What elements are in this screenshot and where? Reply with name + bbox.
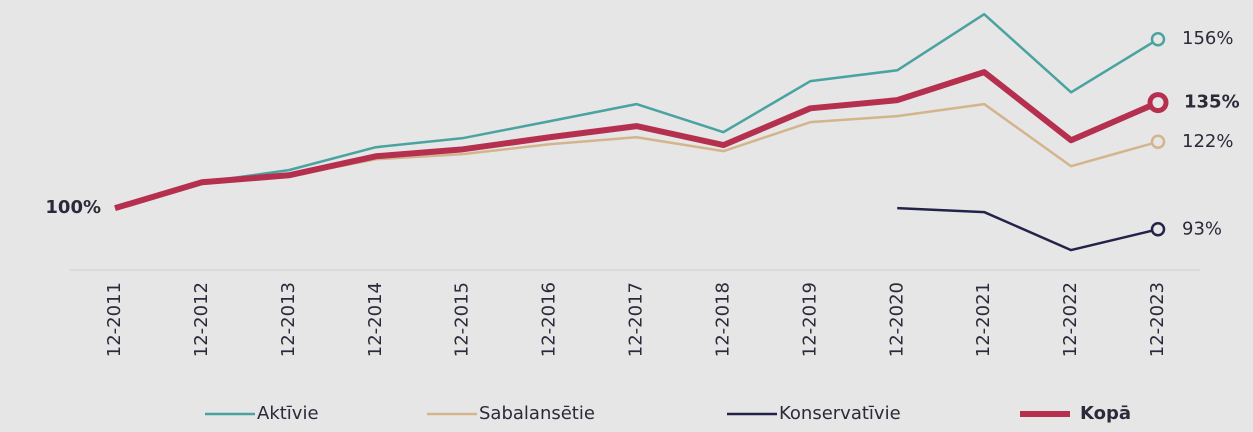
end-marker bbox=[1147, 92, 1169, 114]
value-label: 135% bbox=[1184, 92, 1240, 113]
end-marker bbox=[1150, 134, 1166, 150]
x-tick-label: 12-2014 bbox=[365, 282, 386, 357]
series-line bbox=[114, 102, 1159, 210]
legend-label: Aktīvie bbox=[257, 403, 319, 424]
x-tick-label: 12-2016 bbox=[539, 282, 560, 357]
x-tick-label: 12-2018 bbox=[712, 282, 733, 357]
x-tick-label: 12-2019 bbox=[799, 282, 820, 357]
x-tick-label: 12-2017 bbox=[626, 282, 647, 357]
x-tick-label: 12-2022 bbox=[1060, 282, 1081, 357]
x-tick-label: 12-2011 bbox=[104, 282, 125, 357]
legend-label: Sabalansētie bbox=[479, 403, 595, 424]
series-line bbox=[897, 206, 1159, 252]
x-tick-label: 12-2015 bbox=[452, 282, 473, 357]
value-label: 122% bbox=[1182, 131, 1233, 152]
x-tick-label: 12-2021 bbox=[973, 282, 994, 357]
total-line bbox=[114, 69, 1160, 212]
series-line bbox=[114, 12, 1159, 210]
x-tick-label: 12-2023 bbox=[1147, 282, 1168, 357]
value-label: 156% bbox=[1182, 28, 1233, 49]
x-tick-label: 12-2020 bbox=[886, 282, 907, 357]
x-tick-label: 12-2012 bbox=[191, 282, 212, 357]
legend-label: Kopā bbox=[1080, 403, 1131, 424]
end-marker bbox=[1150, 31, 1166, 47]
end-marker bbox=[1150, 222, 1166, 237]
x-tick-label: 12-2013 bbox=[278, 282, 299, 357]
value-label: 100% bbox=[45, 197, 101, 218]
value-label: 93% bbox=[1182, 218, 1222, 239]
legend-label: Konservatīvie bbox=[779, 403, 901, 424]
